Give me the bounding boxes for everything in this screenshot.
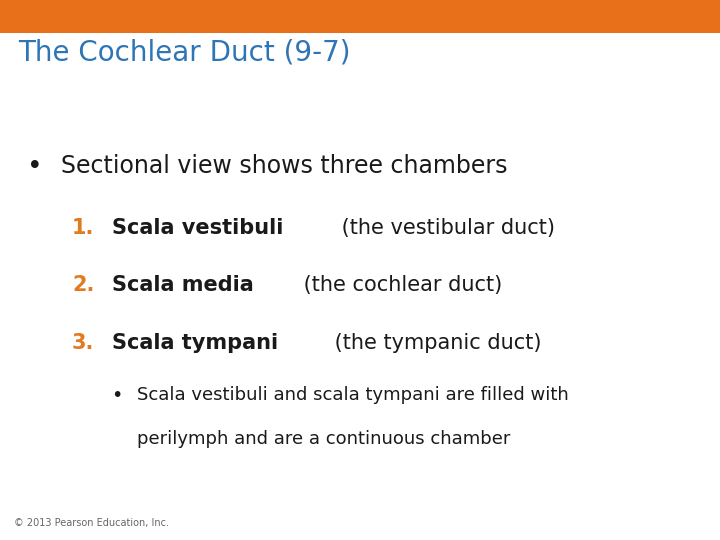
Text: Scala tympani: Scala tympani	[112, 333, 278, 353]
Text: The Cochlear Duct (9-7): The Cochlear Duct (9-7)	[18, 39, 351, 67]
Text: •: •	[27, 154, 43, 180]
Text: 1.: 1.	[72, 218, 94, 238]
Text: Scala vestibuli and scala tympani are filled with: Scala vestibuli and scala tympani are fi…	[137, 386, 569, 404]
Text: 3.: 3.	[72, 333, 94, 353]
Text: •: •	[112, 386, 123, 405]
Text: Scala vestibuli: Scala vestibuli	[112, 218, 283, 238]
Text: Scala media: Scala media	[112, 275, 253, 295]
Text: Sectional view shows three chambers: Sectional view shows three chambers	[61, 154, 508, 178]
Text: © 2013 Pearson Education, Inc.: © 2013 Pearson Education, Inc.	[14, 518, 169, 528]
FancyBboxPatch shape	[0, 0, 720, 33]
Text: 2.: 2.	[72, 275, 94, 295]
Text: perilymph and are a continuous chamber: perilymph and are a continuous chamber	[137, 430, 510, 448]
Text: (the tympanic duct): (the tympanic duct)	[328, 333, 541, 353]
Text: (the cochlear duct): (the cochlear duct)	[297, 275, 502, 295]
Text: (the vestibular duct): (the vestibular duct)	[335, 218, 555, 238]
